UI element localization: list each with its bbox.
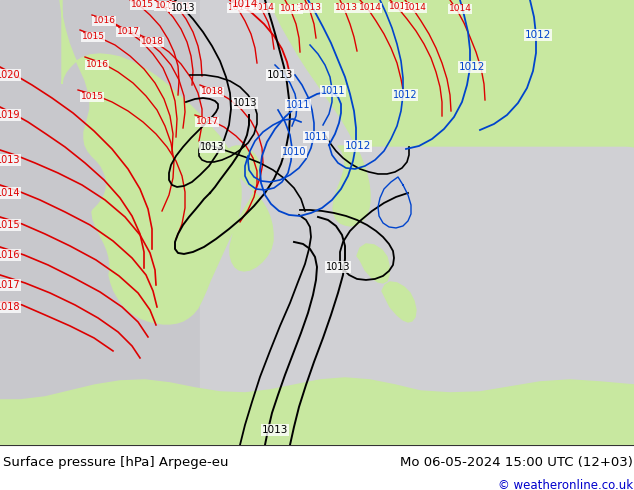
- Text: 1014: 1014: [232, 0, 258, 9]
- Text: 1015: 1015: [155, 1, 178, 10]
- Text: 1015: 1015: [0, 220, 20, 230]
- Text: 1012: 1012: [345, 141, 371, 151]
- Text: 1014: 1014: [252, 3, 275, 13]
- Text: 1015: 1015: [81, 93, 103, 101]
- Text: 1014: 1014: [228, 3, 250, 13]
- Text: 1013: 1013: [335, 3, 358, 13]
- Text: 1017: 1017: [117, 27, 139, 36]
- Text: 1016: 1016: [0, 250, 20, 260]
- Text: 1014: 1014: [0, 188, 20, 198]
- Text: 1016: 1016: [93, 17, 115, 25]
- Text: 1018: 1018: [200, 88, 224, 97]
- Text: 1012: 1012: [459, 62, 485, 72]
- Text: 1012: 1012: [392, 90, 417, 100]
- Text: 1015: 1015: [131, 0, 153, 9]
- Text: 1013: 1013: [280, 4, 302, 14]
- Text: Surface pressure [hPa] Arpege-eu: Surface pressure [hPa] Arpege-eu: [3, 457, 229, 469]
- Text: 1018: 1018: [0, 302, 20, 312]
- Text: 1017: 1017: [195, 118, 219, 126]
- Text: 1013: 1013: [200, 142, 224, 152]
- Text: 1013: 1013: [262, 425, 288, 435]
- Text: 1015: 1015: [82, 32, 105, 42]
- Text: 1013: 1013: [233, 98, 257, 108]
- Text: 1013: 1013: [171, 3, 195, 13]
- Text: 1016: 1016: [86, 60, 108, 70]
- Polygon shape: [60, 0, 273, 324]
- Text: 1013: 1013: [326, 262, 350, 272]
- Text: 1013: 1013: [267, 70, 293, 80]
- Text: 1011: 1011: [321, 86, 346, 96]
- Text: 1020: 1020: [0, 70, 20, 80]
- Text: © weatheronline.co.uk: © weatheronline.co.uk: [498, 479, 633, 490]
- Text: 1014: 1014: [404, 3, 427, 13]
- Text: 1014: 1014: [359, 3, 382, 13]
- Polygon shape: [357, 244, 389, 283]
- Text: 1017: 1017: [0, 280, 20, 290]
- Polygon shape: [0, 378, 634, 445]
- Text: 1013: 1013: [0, 155, 20, 165]
- Polygon shape: [480, 0, 634, 147]
- Text: 1014: 1014: [167, 2, 190, 11]
- Polygon shape: [382, 282, 416, 322]
- Text: 1019: 1019: [0, 110, 20, 120]
- Text: 1011: 1011: [286, 100, 310, 110]
- Text: Mo 06-05-2024 15:00 UTC (12+03): Mo 06-05-2024 15:00 UTC (12+03): [400, 457, 633, 469]
- Bar: [200, 0, 634, 445]
- Text: 1014: 1014: [449, 4, 472, 14]
- Text: 1013: 1013: [299, 3, 321, 13]
- Text: 1018: 1018: [141, 38, 164, 47]
- Text: 1010: 1010: [281, 147, 306, 157]
- Text: 1011: 1011: [304, 132, 328, 142]
- Polygon shape: [270, 0, 634, 226]
- Text: 1014: 1014: [389, 2, 411, 11]
- Text: 1012: 1012: [525, 30, 551, 40]
